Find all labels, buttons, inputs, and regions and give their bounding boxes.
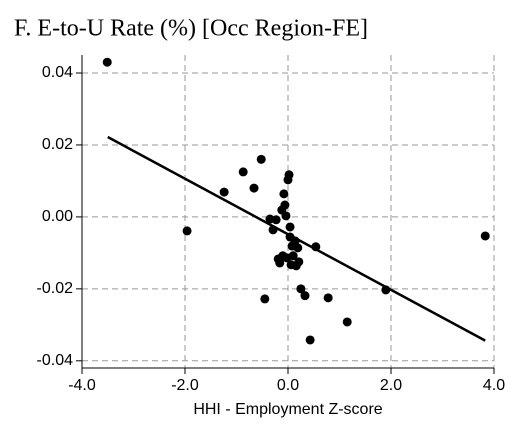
point	[296, 284, 306, 294]
point	[281, 211, 291, 221]
point	[256, 154, 266, 164]
point	[290, 236, 300, 246]
point	[271, 215, 281, 225]
x-axis-label: HHI - Employment Z-score	[193, 401, 382, 418]
point	[311, 242, 321, 252]
point	[268, 225, 278, 235]
point	[293, 243, 303, 253]
y-tick-label: 0.00	[42, 208, 73, 225]
point	[284, 170, 294, 180]
point	[305, 335, 315, 345]
y-tick-label: -0.02	[37, 280, 74, 297]
point	[300, 291, 310, 301]
point	[285, 222, 295, 232]
point	[480, 231, 490, 241]
x-tick-label: 4.0	[483, 377, 505, 394]
point	[381, 285, 391, 295]
x-tick-label: 2.0	[380, 377, 402, 394]
point	[238, 167, 248, 177]
x-tick-label: -2.0	[171, 377, 199, 394]
point	[275, 258, 285, 268]
point	[219, 187, 229, 197]
point	[323, 293, 333, 303]
chart-title: F. E-to-U Rate (%) [Occ Region-FE]	[14, 16, 368, 42]
point	[288, 251, 298, 261]
x-tick-label: 0.0	[277, 377, 299, 394]
y-tick-label: 0.04	[42, 64, 73, 81]
y-tick-label: 0.02	[42, 136, 73, 153]
point	[182, 226, 192, 236]
point	[102, 57, 112, 67]
x-tick-label: -4.0	[68, 377, 96, 394]
point	[294, 257, 304, 267]
point	[280, 200, 290, 210]
point	[260, 294, 270, 304]
point	[342, 317, 352, 327]
point	[249, 183, 259, 193]
point	[279, 189, 289, 199]
y-tick-label: -0.04	[37, 352, 74, 369]
